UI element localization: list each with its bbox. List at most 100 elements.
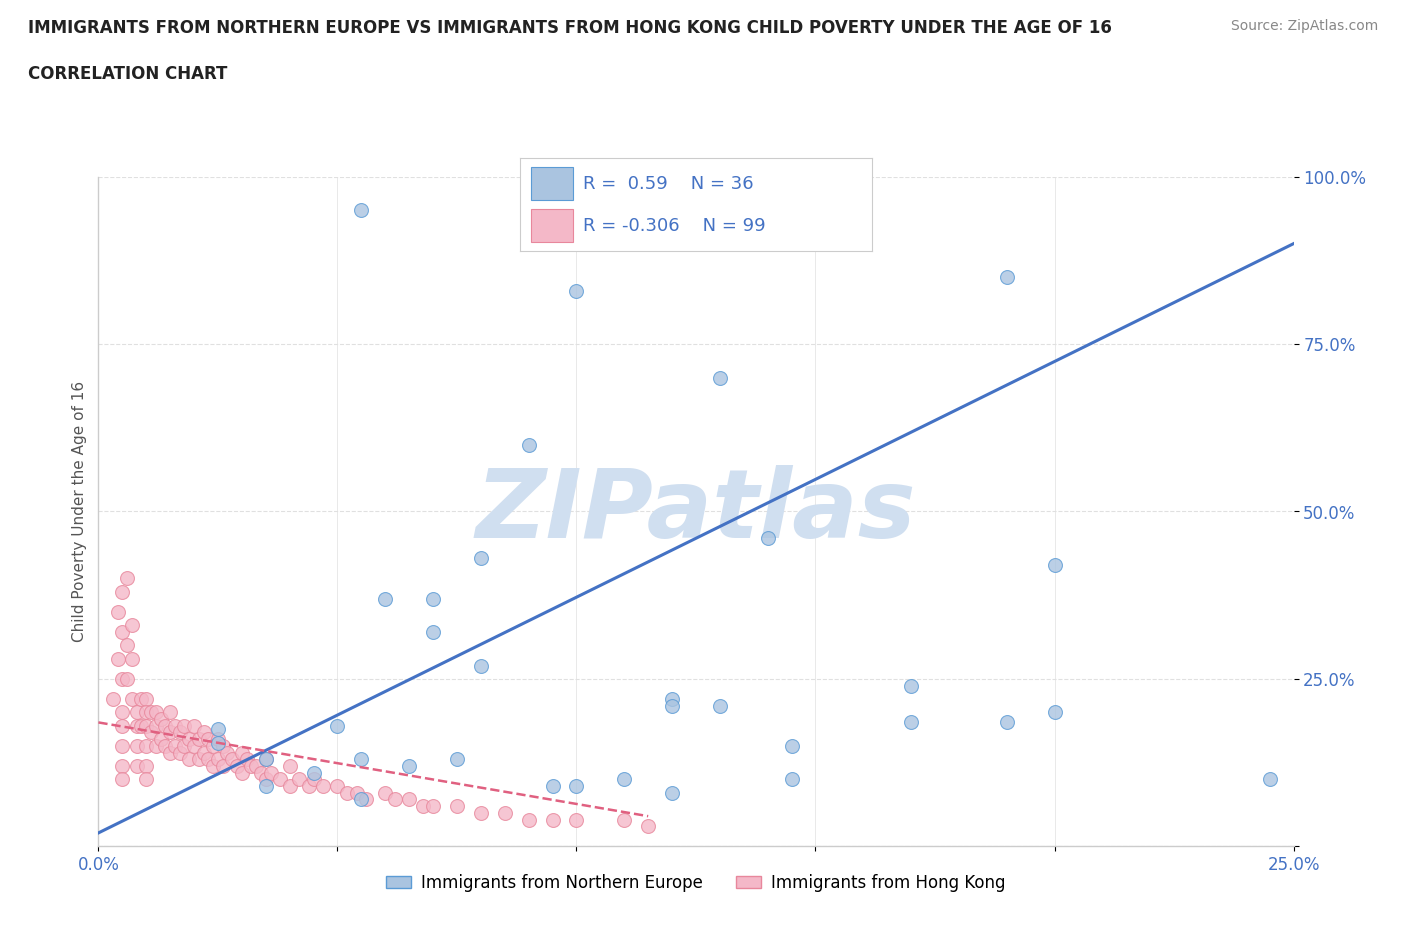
Point (193, 745, 215, 760)
Point (470, 551, 492, 565)
Point (995, 715, 1018, 730)
Point (254, 772, 277, 787)
Point (207, 735, 229, 750)
Point (217, 745, 239, 760)
Point (121, 618, 143, 632)
Text: IMMIGRANTS FROM NORTHERN EUROPE VS IMMIGRANTS FROM HONG KONG CHILD POVERTY UNDER: IMMIGRANTS FROM NORTHERN EUROPE VS IMMIG… (28, 19, 1112, 36)
Point (149, 711, 172, 726)
Point (125, 718, 148, 733)
Point (115, 671, 138, 686)
Point (163, 718, 186, 733)
Point (412, 799, 434, 814)
Point (135, 705, 157, 720)
Point (422, 591, 444, 606)
Point (179, 732, 201, 747)
Point (541, 778, 564, 793)
Point (115, 638, 138, 653)
Point (446, 799, 468, 814)
Point (780, 738, 803, 753)
Point (900, 678, 922, 693)
Point (517, 812, 540, 827)
Point (231, 765, 253, 780)
Point (173, 738, 195, 753)
Point (354, 792, 377, 807)
Point (135, 718, 157, 733)
Point (121, 651, 143, 666)
Point (470, 658, 492, 673)
Point (183, 738, 205, 753)
Point (159, 725, 181, 740)
Text: R = -0.306    N = 99: R = -0.306 N = 99 (583, 217, 766, 234)
Point (111, 772, 134, 787)
Point (125, 705, 148, 720)
Point (350, 751, 373, 766)
Point (613, 812, 636, 827)
Point (135, 759, 157, 774)
Point (111, 705, 134, 720)
Point (101, 692, 124, 707)
Point (298, 778, 321, 793)
Point (259, 765, 281, 780)
Point (302, 765, 325, 780)
Text: ZIPatlas: ZIPatlas (475, 465, 917, 558)
Point (159, 705, 181, 720)
Point (145, 718, 167, 733)
Point (145, 705, 167, 720)
Point (155, 738, 177, 753)
Point (326, 778, 349, 793)
Point (374, 785, 396, 800)
Point (221, 751, 243, 766)
Point (254, 751, 277, 766)
Point (187, 751, 209, 766)
Point (312, 778, 335, 793)
Point (250, 765, 273, 780)
Point (125, 738, 148, 753)
Point (374, 591, 396, 606)
Point (900, 715, 922, 730)
Point (135, 738, 157, 753)
Point (139, 705, 162, 720)
Point (173, 718, 195, 733)
Point (111, 584, 134, 599)
Y-axis label: Child Poverty Under the Age of 16: Child Poverty Under the Age of 16 (72, 381, 87, 642)
Point (446, 751, 468, 766)
Point (613, 772, 636, 787)
Text: CORRELATION CHART: CORRELATION CHART (28, 65, 228, 83)
Point (169, 745, 191, 760)
Point (422, 625, 444, 640)
Point (197, 751, 219, 766)
Point (565, 778, 588, 793)
Point (111, 738, 134, 753)
Point (1043, 558, 1066, 573)
Point (187, 732, 209, 747)
Point (111, 759, 134, 774)
Point (107, 651, 129, 666)
Point (207, 732, 229, 747)
Point (780, 772, 803, 787)
Point (288, 772, 311, 787)
Point (163, 738, 186, 753)
Point (193, 725, 215, 740)
Point (637, 818, 659, 833)
Point (254, 751, 277, 766)
Point (131, 718, 153, 733)
Point (125, 759, 148, 774)
Point (159, 745, 181, 760)
Point (398, 792, 420, 807)
Point (254, 778, 277, 793)
Point (145, 738, 167, 753)
Point (269, 772, 291, 787)
Point (211, 738, 233, 753)
Point (135, 692, 157, 707)
Point (169, 725, 191, 740)
Point (661, 785, 683, 800)
Point (336, 785, 359, 800)
Bar (531, 167, 574, 200)
Text: Source: ZipAtlas.com: Source: ZipAtlas.com (1230, 19, 1378, 33)
Bar (531, 209, 574, 242)
Point (115, 571, 138, 586)
Point (346, 785, 368, 800)
Point (197, 732, 219, 747)
Point (756, 531, 779, 546)
Point (245, 759, 267, 774)
